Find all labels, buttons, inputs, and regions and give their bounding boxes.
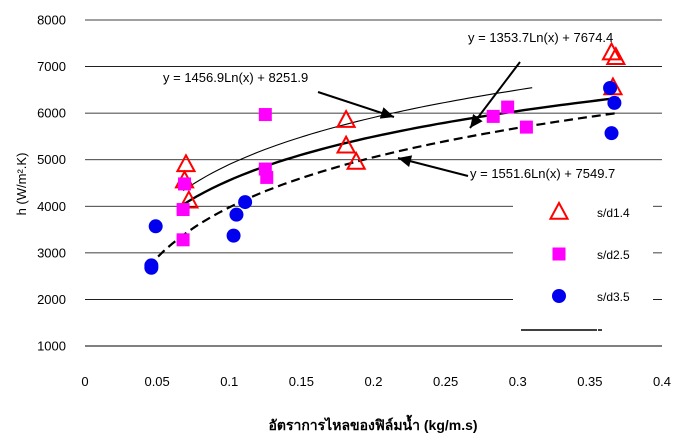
y-tick-labels: 1000 2000 3000 4000 5000 6000 7000 8000 <box>37 13 66 354</box>
square-marker <box>258 108 272 122</box>
circle-marker <box>229 207 244 222</box>
x-tick-label: 0.4 <box>653 374 671 389</box>
annotation-arrow-line <box>317 91 395 118</box>
triangle-marker <box>335 134 357 154</box>
equation-label: y = 1456.9Ln(x) + 8251.9 <box>163 70 308 85</box>
x-tick-label: 0.35 <box>577 374 602 389</box>
annotation-arrow-head <box>398 155 413 167</box>
square-marker <box>486 109 500 123</box>
annotation-arrow-line <box>469 61 521 129</box>
triangle-marker <box>345 150 367 170</box>
square-marker <box>176 203 190 217</box>
y-tick-label: 3000 <box>37 245 66 260</box>
trendlines <box>147 87 619 268</box>
x-tick-label: 0.15 <box>289 374 314 389</box>
y-tick-label: 2000 <box>37 292 66 307</box>
circle-marker <box>604 126 619 141</box>
x-axis-title: อัตราการไหลของฟิล์มน้ำ (kg/m.s) <box>268 414 477 433</box>
square-marker <box>178 177 192 191</box>
y-axis-title: h (W/m².K) <box>14 153 29 216</box>
circle-marker <box>148 219 163 234</box>
square-marker <box>519 120 533 134</box>
x-tick-label: 0 <box>81 374 88 389</box>
y-tick-label: 8000 <box>37 13 66 28</box>
y-tick-label: 7000 <box>37 59 66 74</box>
triangle-marker <box>548 200 570 220</box>
x-tick-label: 0.2 <box>364 374 382 389</box>
circle-marker <box>238 195 253 210</box>
x-tick-label: 0.1 <box>220 374 238 389</box>
equation-annotations: y = 1353.7Ln(x) + 7674.4 y = 1456.9Ln(x) … <box>163 30 615 181</box>
circle-marker <box>226 228 241 243</box>
legend: s/d1.4 s/d2.5 s/d3.5 <box>513 193 653 342</box>
legend-label: s/d2.5 <box>597 248 630 262</box>
circle-marker <box>552 289 566 303</box>
triangle-marker <box>175 153 197 173</box>
annotation-arrow-head <box>470 114 483 128</box>
legend-label: s/d3.5 <box>597 290 630 304</box>
trendline <box>182 87 533 192</box>
y-tick-label: 1000 <box>37 339 66 354</box>
x-tick-labels: 0 0.05 0.1 0.15 0.2 0.25 0.3 0.35 0.4 <box>81 374 671 389</box>
triangle-marker <box>335 109 357 128</box>
triangle-marker <box>601 41 622 61</box>
data-points <box>144 41 627 275</box>
trendline <box>182 96 619 206</box>
x-tick-label: 0.3 <box>509 374 527 389</box>
y-tick-label: 4000 <box>37 199 66 214</box>
square-marker <box>176 233 190 247</box>
triangle-marker <box>605 46 627 66</box>
square-marker <box>552 247 566 261</box>
equation-label: y = 1353.7Ln(x) + 7674.4 <box>468 30 613 45</box>
y-tick-label: 5000 <box>37 152 66 167</box>
trendline <box>147 111 619 268</box>
square-marker <box>501 100 515 114</box>
equation-label: y = 1551.6Ln(x) + 7549.7 <box>470 166 615 181</box>
circle-marker <box>607 95 622 110</box>
square-marker <box>260 170 274 184</box>
legend-label: s/d1.4 <box>597 206 630 220</box>
x-tick-label: 0.25 <box>433 374 458 389</box>
legend-box <box>513 193 653 342</box>
circle-marker <box>603 80 618 95</box>
annotation-arrow-head <box>379 107 394 119</box>
y-tick-label: 6000 <box>37 106 66 121</box>
circle-marker <box>144 260 159 275</box>
x-tick-label: 0.05 <box>144 374 169 389</box>
